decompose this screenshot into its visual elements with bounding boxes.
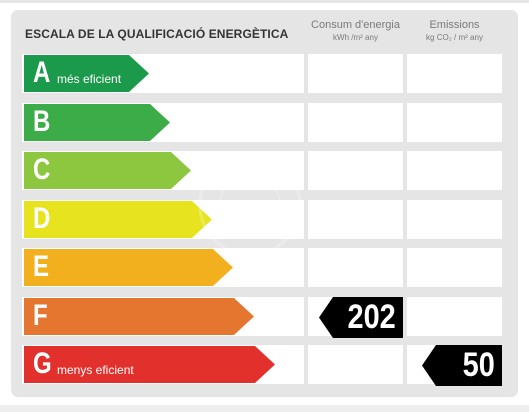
emissions-cell-a: [407, 54, 502, 93]
consum-cell-c: [308, 151, 403, 190]
rating-letter: E: [33, 250, 50, 283]
rating-letter: C: [33, 153, 51, 186]
consum-cell-d: [308, 200, 403, 239]
emissions-cell-c: [407, 151, 502, 190]
rating-arrow-f: F: [24, 297, 254, 336]
emissions-value: 50: [462, 346, 495, 384]
rating-letter: D: [33, 202, 51, 235]
emissions-header: Emissions kg CO₂ / m² any: [407, 19, 502, 44]
emissions-title: Emissions: [429, 19, 480, 31]
consum-value-indicator: 202: [319, 297, 403, 338]
emissions-cell-f: [407, 297, 502, 336]
rating-sublabel: menys eficient: [57, 363, 134, 377]
consum-cell-a: [308, 54, 403, 93]
rating-letter: B: [33, 105, 51, 138]
rating-letter: F: [33, 299, 48, 332]
consum-title: Consum d'energia: [311, 19, 400, 31]
consum-cell-b: [308, 103, 403, 142]
scale-title: ESCALA DE LA QUALIFICACIÓ ENERGÈTICA: [25, 27, 289, 41]
watermark-logo: [198, 153, 302, 257]
rating-sublabel: més eficient: [57, 72, 122, 86]
emissions-unit: kg CO₂ / m² any: [426, 33, 483, 42]
consum-cell-e: [308, 248, 403, 287]
top-edge: [0, 0, 529, 3]
consum-value: 202: [347, 298, 396, 336]
rating-arrow-e: E: [24, 248, 233, 287]
rating-letter: G: [33, 347, 52, 380]
emissions-cell-e: [407, 248, 502, 287]
emissions-value-indicator: 50: [422, 345, 502, 386]
consum-header: Consum d'energia kWh /m² any: [308, 19, 403, 44]
consum-unit: kWh /m² any: [333, 33, 378, 42]
rating-arrow-c: C: [24, 151, 191, 190]
bottom-edge: [0, 405, 529, 412]
emissions-cell-d: [407, 200, 502, 239]
rating-letter: A: [33, 56, 51, 89]
rating-arrow-b: B: [24, 103, 170, 142]
emissions-cell-b: [407, 103, 502, 142]
consum-cell-g: [308, 345, 403, 384]
rating-arrow-d: D: [24, 200, 212, 239]
